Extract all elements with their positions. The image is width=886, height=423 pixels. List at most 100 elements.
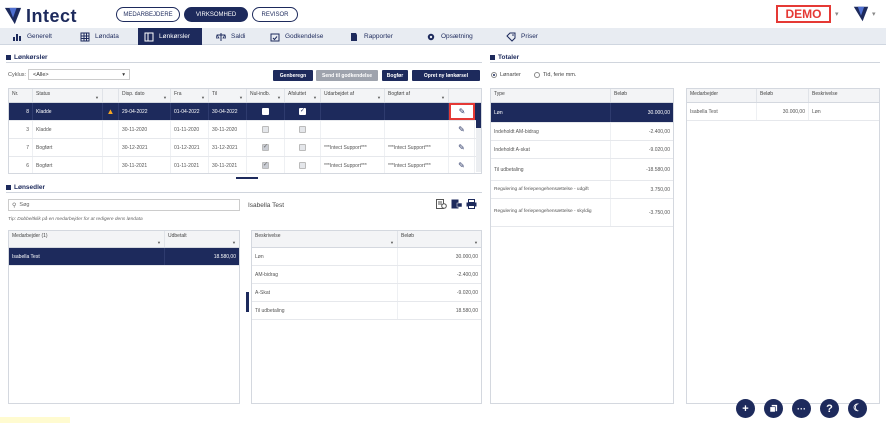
table-row[interactable]: Indeholdt AM-bidrag -2.400,00 [491,123,673,141]
nul-indb-checkbox[interactable] [262,143,269,151]
col-fra[interactable]: Fra ▼ [171,89,209,102]
role-medarbejdere-button[interactable]: MEDARBEJDERE [116,7,180,22]
nul-indb-checkbox[interactable] [262,161,269,169]
payslip-detail-grid: Beskrivelse ▼ Beløb ▼ Løn 30.000,00 AM-bid… [251,230,482,404]
col-udbetalt[interactable]: Udbetalt ▼ [168,233,236,245]
afsluttet-checkbox[interactable] [299,126,306,133]
filter-icon[interactable]: ▼ [277,95,281,100]
nul-indb-checkbox[interactable] [262,108,269,115]
col-status[interactable]: Status ▼ [33,89,103,102]
col-afsluttet[interactable]: Afsluttet ▼ [285,89,321,102]
grid-scrollbar[interactable] [476,104,481,172]
filter-icon[interactable]: ▼ [474,240,478,245]
table-row[interactable]: Til udbetaling 18.580,00 [252,302,481,320]
cyklus-select[interactable]: <Alle> ▾ [28,69,130,80]
afsluttet-checkbox[interactable] [299,107,306,115]
divider [6,192,482,193]
genberegn-button[interactable]: Genberegn [273,70,313,81]
payslip-preview-icon[interactable] [436,199,447,209]
col-udarbejdet-af[interactable]: Udarbejdet af ▼ [321,89,385,102]
opret-ny-lonkorsel-button[interactable]: Opret ny lønkørsel [412,70,480,81]
radio-lonarter[interactable]: Lønarter [491,72,521,78]
print-icon[interactable] [466,199,477,209]
filter-icon[interactable]: ▼ [157,240,161,245]
tab-rapporter[interactable]: Rapporter [343,28,413,45]
lonkorsler-grid: Nr. Status ▼ Disp. dato ▼ Fra ▼ Til ▼ Nul-in… [8,88,482,174]
col-til[interactable]: Til ▼ [209,89,247,102]
col-bogfort-af[interactable]: Bogført af ▼ [385,89,449,102]
table-row[interactable]: Løn 30.000,00 [252,248,481,266]
grid-scrollbar-thumb[interactable] [476,104,481,128]
col-medarbejder[interactable]: Medarbejder [687,89,757,102]
add-button[interactable]: + [736,399,755,418]
radio-button[interactable] [491,72,497,78]
tab-godkendelse[interactable]: Godkendelse [264,28,334,45]
col-belob[interactable]: Beløb [757,89,809,102]
demo-dropdown-icon[interactable]: ▾ [835,11,839,18]
table-row[interactable]: AM-bidrag -2.400,00 [252,266,481,284]
col-beskrivelse[interactable]: Beskrivelse ▼ [252,231,398,247]
tab-opsaetning[interactable]: Opsætning [420,28,494,45]
table-row[interactable]: Indeholdt A-skat -9.020,00 [491,141,673,159]
table-row[interactable]: 6 Bogført 30-11-2021 01-11-2021 30-11-20… [9,157,481,173]
col-nr[interactable]: Nr. [9,89,33,102]
help-button[interactable]: ? [820,399,839,418]
filter-icon[interactable]: ▼ [441,95,445,100]
filter-icon[interactable]: ▼ [232,240,236,245]
search-input[interactable]: ⚲ Søg [8,199,240,211]
col-edit [449,89,475,102]
col-belob[interactable]: Beløb [614,91,628,97]
table-row[interactable]: Regulering af feriepengehensættelse - sk… [491,199,673,227]
filter-icon[interactable]: ▼ [201,95,205,100]
edit-button[interactable]: ✎ [449,139,475,156]
company-logo-icon[interactable] [853,5,869,23]
theme-toggle-button[interactable]: ☾ [848,399,867,418]
filter-icon[interactable]: ▼ [163,95,167,100]
resize-handle[interactable] [236,177,258,179]
col-beskrivelse[interactable]: Beskrivelse [812,91,838,97]
tab-lonkorsler[interactable]: Lønkørsler [138,28,202,45]
nul-indb-checkbox[interactable] [262,126,269,133]
bogfor-button[interactable]: Bogfør [382,70,408,81]
table-row[interactable]: Isabella Test 18.580,00 [9,248,239,266]
tab-saldi[interactable]: Saldi [210,28,260,45]
edit-button[interactable]: ✎ [449,121,475,138]
table-row[interactable]: Til udbetaling -18.580,00 [491,159,673,181]
table-row[interactable]: 3 Kladde 30-11-2020 01-11-2020 30-11-202… [9,121,481,139]
table-row[interactable]: Isabella Test 30.000,00 Løn [687,103,879,121]
filter-icon[interactable]: ▼ [377,95,381,100]
edit-button[interactable]: ✎ [449,103,475,120]
tab-priser[interactable]: Priser [500,28,550,45]
col-disp-dato[interactable]: Disp. dato ▼ [119,89,171,102]
send-til-godkendelse-button[interactable]: Send til godkendelse [316,70,378,81]
filter-icon[interactable]: ▼ [313,95,317,100]
radio-button[interactable] [534,72,540,78]
table-row[interactable]: Løn 30.000,00 [491,103,673,123]
filter-icon[interactable]: ▼ [95,95,99,100]
table-row[interactable]: 7 Bogført 30-12-2021 01-12-2021 31-12-20… [9,139,481,157]
company-dropdown-icon[interactable]: ▾ [872,11,876,18]
table-row[interactable]: Regulering af feriepengehensættelse - ud… [491,181,673,199]
table-row[interactable]: 8 Kladde ▲ 29-04-2022 01-04-2022 30-04-2… [9,103,481,121]
filter-icon[interactable]: ▼ [390,240,394,245]
afsluttet-checkbox[interactable] [299,144,306,151]
intect-logo[interactable]: Intect [4,5,104,27]
copy-button[interactable] [764,399,783,418]
role-revisor-button[interactable]: REVISOR [252,7,298,22]
col-belob[interactable]: Beløb ▼ [401,233,478,245]
col-nul-indb[interactable]: Nul-indb. ▼ [247,89,285,102]
tab-generelt[interactable]: Generelt [6,28,96,45]
col-type[interactable]: Type [491,89,611,102]
tab-londata[interactable]: Løndata [74,28,138,45]
table-row[interactable]: A-Skat -9.020,00 [252,284,481,302]
splitter-handle[interactable] [246,292,249,312]
role-virksomhed-button[interactable]: VIRKSOMHED [184,7,248,22]
col-medarbejder[interactable]: Medarbejder (1) ▼ [9,231,165,247]
filter-icon[interactable]: ▼ [239,95,243,100]
afsluttet-checkbox[interactable] [299,162,306,169]
edit-button[interactable]: ✎ [449,157,475,173]
payslip-pdf-icon[interactable] [451,199,463,209]
more-button[interactable]: ··· [792,399,811,418]
radio-tid-ferie[interactable]: Tid, ferie mm. [534,72,576,78]
grid-header: Nr. Status ▼ Disp. dato ▼ Fra ▼ Til ▼ Nul-in… [9,89,481,103]
